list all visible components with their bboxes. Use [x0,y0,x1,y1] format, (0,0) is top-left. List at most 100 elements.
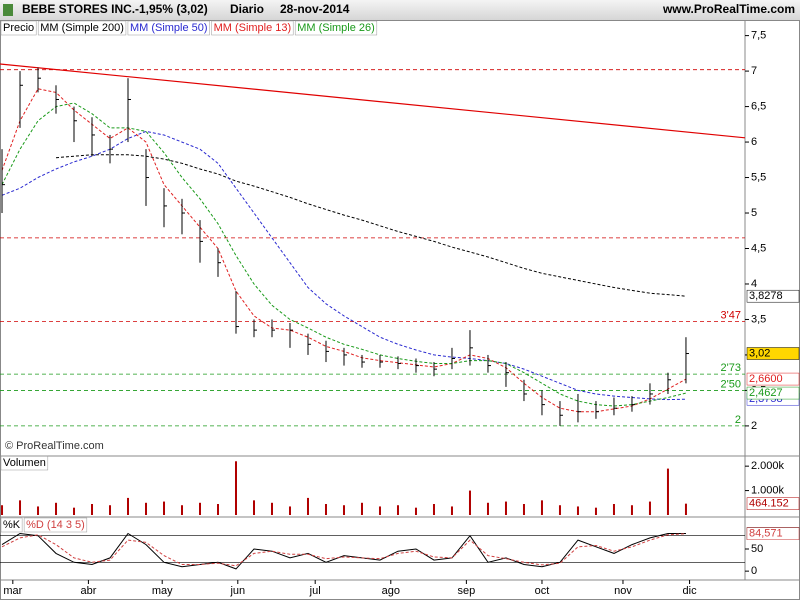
volume-bar [432,504,435,515]
logo [3,4,13,16]
x-tick-label: mar [3,585,22,597]
level-label: 2'73 [721,362,741,374]
x-tick-label: dic [683,585,698,597]
x-tick-label: jul [309,585,321,597]
legend-box [23,517,88,533]
volume-bar [414,507,417,515]
volume-bar [396,505,399,515]
plot-area [0,63,745,427]
legend-label: MM (Simple 200) [40,22,124,34]
series-line [55,154,687,297]
volume-bar [252,500,255,515]
frame [0,20,800,600]
volume-bar [630,505,633,515]
value-tag-label: 3,8278 [749,290,783,302]
value-tag-label: 2,4627 [749,387,783,399]
volume-bar [666,468,669,515]
y-tick-label: 7,5 [751,30,766,42]
y-tick-label: 5,5 [751,171,766,183]
volume-bar [109,505,112,515]
date: 28-nov-2014 [280,2,350,16]
volume-bar [540,500,543,515]
volume-bar [145,502,148,515]
y-tick-label: 0 [751,565,757,577]
value-tag [746,497,800,510]
value-tag [746,386,800,400]
legend-box [211,20,294,36]
volume-bar [181,505,184,515]
legend-label: Volumen [3,457,46,469]
volume-bar [270,502,273,515]
watermark: © ProRealTime.com [5,440,104,452]
x-tick-label: jun [229,585,245,597]
x-tick-label: ago [382,585,400,597]
volume-bar [127,497,130,515]
volume-bar [73,507,76,515]
volume-bar [684,503,687,515]
legend-label: MM (Simple 26) [297,22,375,34]
legend-box [127,20,210,36]
volume-bar [522,504,525,515]
header-bar [0,0,800,20]
legend-label: %D (14 3 5) [26,519,85,531]
change: -1,95% (3,02) [135,2,208,16]
legend-label: %K [3,519,21,531]
stock-name: BEBE STORES INC. [22,2,135,16]
x-tick-label: abr [80,585,96,597]
volume-bar [486,502,489,515]
x-tick-label: may [152,585,173,597]
level-label: 2'50 [721,378,741,390]
y-tick-label: 4,5 [751,242,766,254]
volume-bar [342,505,345,515]
source: www.ProRealTime.com [662,2,795,16]
y-tick-label: 2.000k [751,460,785,472]
volume-bar [91,504,94,515]
y-tick-label: 6,5 [751,100,766,112]
x-tick-label: nov [614,585,632,597]
volume-bar [163,501,166,515]
legend-label: MM (Simple 50) [130,22,208,34]
x-tick-label: sep [458,585,476,597]
value-tag [746,527,800,540]
series-line [1,532,686,570]
trendline [0,63,745,139]
y-tick-label: 1.000k [751,484,785,496]
y-tick-label: 3,5 [751,313,766,325]
volume-bar [37,506,40,515]
value-tag [746,372,800,386]
volume-bar [594,507,597,515]
y-tick-label: 5 [751,207,757,219]
volume-bar [55,502,58,515]
value-tag [746,347,800,360]
series-line [1,533,687,567]
legend-box [294,20,378,36]
volume-bar [576,506,579,515]
value-tag-label: 2,6600 [749,373,783,385]
volume-bar [450,506,453,515]
period: Diario [230,2,264,16]
volume-bar [306,497,309,515]
legend-label: Precio [3,22,34,34]
volume-bar [234,461,237,515]
volume-bar [324,504,327,515]
volume-bar [378,506,381,515]
volume-bar [1,505,4,515]
volume-bar [199,502,202,515]
y-tick-label: 50 [751,543,763,555]
legend-label: MM (Simple 13) [214,22,292,34]
volume-bar [504,501,507,515]
series-line [1,102,687,407]
value-tag-label: 3,02 [749,347,770,359]
volume-bar [216,504,219,515]
value-tag-label: 84,571 [749,528,783,540]
y-tick-label: 6 [751,136,757,148]
y-tick-label: 2 [751,420,757,432]
value-tag [746,289,800,303]
volume-bar [288,506,291,515]
series-line [1,130,687,401]
volume-bar [558,505,561,515]
volume-bar [648,501,651,515]
legend-box [0,517,23,533]
y-tick-label: 7 [751,65,757,77]
